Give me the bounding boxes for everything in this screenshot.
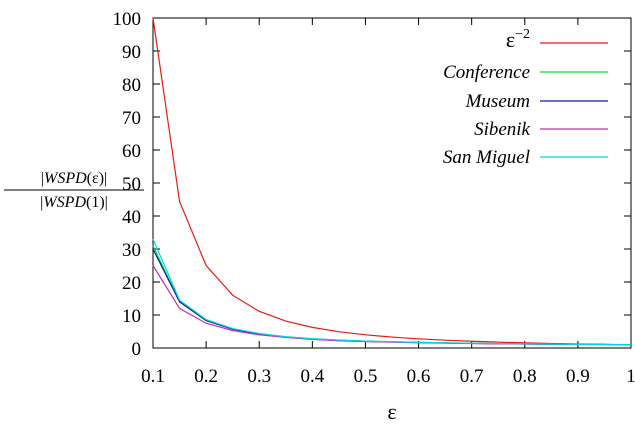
- y-tick-label: 10: [122, 306, 141, 327]
- y-tick-label: 0: [132, 339, 142, 360]
- legend-entry-sibenik: Sibenik: [474, 119, 608, 140]
- y-tick-label: 70: [122, 108, 141, 129]
- legend-label-san-miguel: San Miguel: [443, 147, 530, 168]
- x-tick-label: 0.8: [513, 366, 537, 387]
- y-tick-label: 80: [122, 75, 141, 96]
- y-tick-label: 40: [122, 207, 141, 228]
- x-axis-label: ε: [387, 399, 396, 424]
- legend-label-conference: Conference: [443, 62, 530, 83]
- plot-frame: [152, 17, 632, 349]
- series-line-san-miguel: [152, 238, 632, 346]
- x-tick-label: 0.2: [194, 366, 218, 387]
- x-tick-label: 1: [626, 366, 635, 387]
- series-lines: [152, 17, 632, 346]
- x-tick-label: 0.9: [566, 366, 590, 387]
- x-tick-label: 0.4: [300, 366, 324, 387]
- series-line-sibenik: [152, 265, 632, 346]
- legend-entry-museum: Museum: [465, 91, 608, 112]
- y-tick-label: 50: [122, 174, 141, 195]
- series-line-museum: [152, 248, 632, 346]
- legend-entry-san-miguel: San Miguel: [443, 147, 608, 168]
- legend-entry-conference: Conference: [443, 62, 608, 83]
- x-tick-label: 0.7: [460, 366, 484, 387]
- y-axis-label-numerator: |WSPD(ε)|: [41, 170, 107, 187]
- y-tick-label: 60: [122, 141, 141, 162]
- legend: ε−2 Conference Museum Sibenik San Miguel: [443, 27, 608, 168]
- y-axis-label-denominator: |WSPD(1)|: [40, 194, 108, 211]
- y-axis-ticks: 0 10 20 30 40 50 60 70 80 90 100: [113, 9, 631, 360]
- y-axis-label: |WSPD(ε)| |WSPD(1)|: [4, 170, 144, 211]
- legend-entry-reference: ε−2: [506, 27, 608, 52]
- x-tick-label: 0.5: [354, 366, 378, 387]
- y-tick-label: 100: [113, 9, 142, 30]
- x-axis-ticks: 0.1 0.2 0.3 0.4 0.5 0.6 0.7 0.8 0.9 1: [141, 18, 635, 387]
- series-line-conference: [152, 245, 632, 346]
- x-tick-label: 0.1: [141, 366, 165, 387]
- y-tick-label: 30: [122, 240, 141, 261]
- legend-label-museum: Museum: [465, 91, 530, 112]
- y-tick-label: 90: [122, 42, 141, 63]
- y-tick-label: 20: [122, 273, 141, 294]
- x-tick-label: 0.6: [407, 366, 431, 387]
- legend-label-sibenik: Sibenik: [474, 119, 530, 140]
- series-line-reference: [152, 17, 632, 346]
- x-tick-label: 0.3: [247, 366, 271, 387]
- legend-label-reference: ε−2: [506, 27, 530, 52]
